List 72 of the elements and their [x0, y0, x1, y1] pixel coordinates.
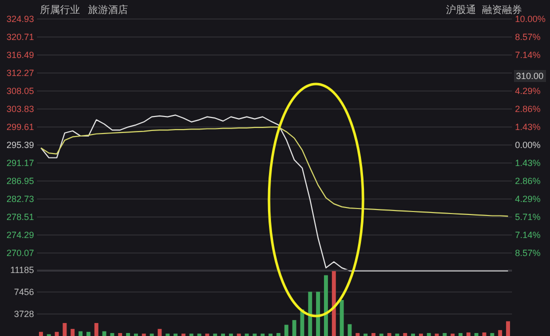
bar	[78, 331, 83, 336]
y-tick-label: 320.71	[6, 32, 34, 42]
bar	[316, 292, 320, 336]
y2-tick-label: 1.43%	[515, 158, 541, 168]
y2-tick-label: 8.57%	[515, 32, 541, 42]
y2-tick-label: 5.71%	[515, 212, 541, 222]
bar	[308, 292, 312, 336]
y2-tick-label: 2.86%	[515, 176, 541, 186]
bar	[102, 331, 106, 336]
y-tick-label: 7456	[14, 287, 34, 298]
y2-tick-label: 7.14%	[515, 50, 541, 60]
text: 沪股通	[446, 4, 476, 16]
y-tick-label: 11185	[10, 265, 34, 275]
bar	[340, 300, 344, 336]
bar	[158, 328, 162, 336]
y2-tick-label: 4.29%	[515, 86, 541, 96]
bar	[38, 332, 43, 336]
text: 所属行业	[40, 4, 80, 16]
y2-tick-label: 0.00%	[515, 140, 541, 150]
y2-tick-label: 7.14%	[515, 230, 541, 240]
y-tick-label: 3728	[14, 309, 34, 319]
bar	[466, 332, 470, 336]
bar	[62, 323, 67, 336]
y2-tick-label: 10.00%	[515, 14, 546, 24]
y-tick-label: 299.61	[6, 122, 34, 132]
y2-tick-label: 1.43%	[515, 122, 541, 132]
bar	[442, 333, 447, 336]
y-tick-label: 278.51	[6, 212, 34, 222]
bar	[54, 332, 59, 336]
bar	[324, 275, 328, 336]
y-tick-label: 291.17	[6, 158, 34, 168]
bar	[498, 330, 502, 336]
text: 310.00	[516, 71, 544, 81]
bar	[332, 271, 336, 336]
y-tick-label: 308.05	[6, 86, 34, 96]
bar	[474, 333, 478, 336]
bar	[292, 320, 296, 336]
y-tick-label: 303.83	[6, 104, 34, 114]
text: 融资融券	[482, 4, 522, 16]
bar	[126, 333, 130, 336]
y-tick-label: 282.73	[6, 194, 34, 204]
bar	[118, 333, 122, 336]
y-tick-label: 312.27	[6, 68, 34, 78]
line-series	[40, 126, 509, 217]
bar	[110, 333, 114, 336]
text: 旅游酒店	[88, 4, 128, 16]
bar	[426, 333, 431, 336]
bar	[403, 333, 408, 336]
bar	[371, 333, 376, 336]
bar	[387, 333, 392, 336]
y2-tick-label: 8.57%	[515, 248, 541, 258]
y-tick-label: 270.07	[6, 248, 34, 258]
bar	[356, 333, 360, 336]
bar	[276, 333, 280, 336]
bar	[284, 324, 288, 336]
y2-tick-label: 2.86%	[515, 104, 541, 114]
bar	[86, 332, 90, 336]
bar	[348, 324, 352, 336]
y-tick-label: 324.93	[6, 14, 34, 24]
y-tick-label: 316.49	[6, 50, 34, 60]
y-tick-label: 274.29	[6, 230, 34, 240]
y-tick-label: 295.39	[6, 140, 34, 150]
y-tick-label: 286.95	[6, 176, 34, 186]
bar	[490, 333, 494, 336]
y2-tick-label: 4.29%	[515, 194, 541, 204]
line-series	[40, 114, 509, 272]
bar	[70, 328, 75, 336]
bar	[94, 323, 98, 336]
bar	[506, 321, 510, 336]
bar	[482, 332, 486, 336]
bar	[300, 309, 304, 336]
bar	[458, 333, 463, 336]
